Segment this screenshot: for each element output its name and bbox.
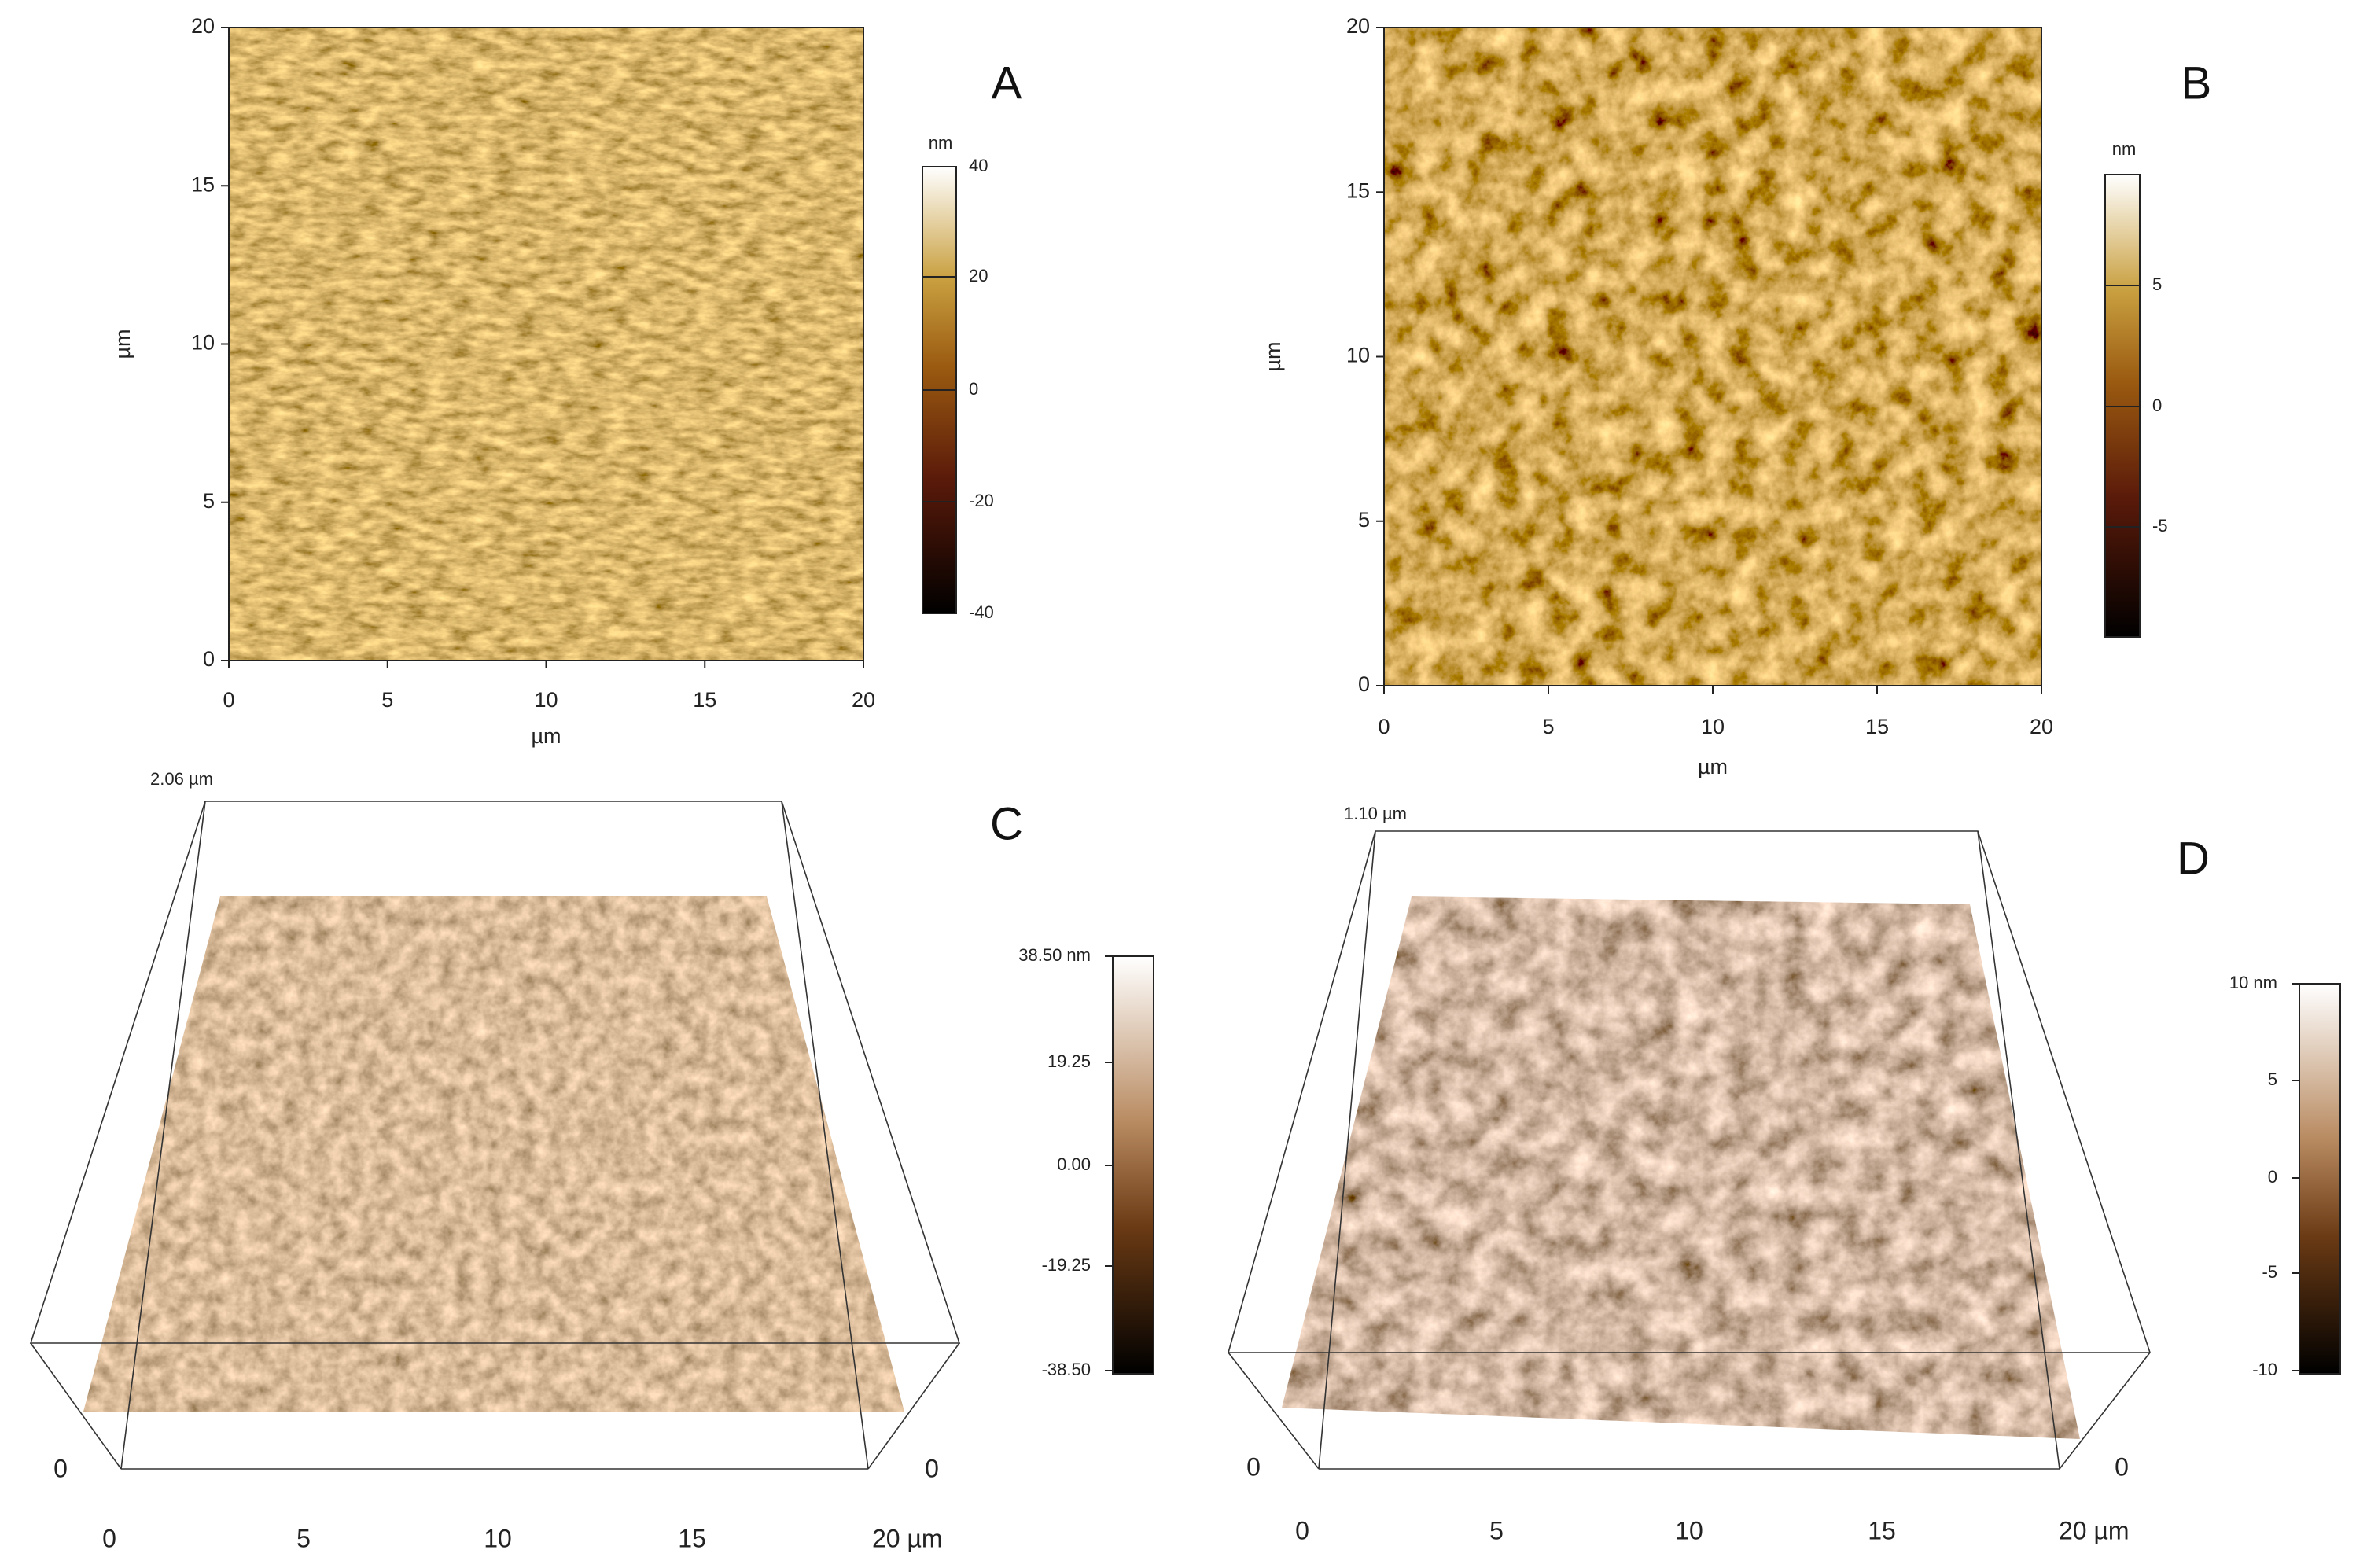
- colorbar-tick-label: -5: [2152, 516, 2168, 536]
- y-tick-label: 15: [191, 172, 215, 196]
- colorbar-tick-label: 10 nm: [2229, 973, 2277, 992]
- colorbar-tick-label: 5: [2152, 274, 2162, 294]
- x-tick-label: 20: [2030, 715, 2053, 738]
- colorbar-tick-label: -10: [2252, 1360, 2277, 1379]
- colorbar-tick-label: 40: [969, 156, 988, 175]
- colorbar-tick-label: -5: [2262, 1262, 2277, 1282]
- panel-letter: C: [990, 798, 1023, 849]
- x-tick-label: 0: [223, 688, 234, 712]
- z-max-label: 2.06 µm: [150, 769, 213, 789]
- colorbar-tick-label: -40: [969, 602, 994, 622]
- y-tick-label: 10: [1346, 344, 1370, 367]
- x-tick-label: 10: [1701, 715, 1725, 738]
- colorbar-tick-label: 38.50 nm: [1018, 945, 1091, 965]
- afm-surface-d: [1282, 896, 2080, 1439]
- x-tick-label: 15: [678, 1524, 706, 1552]
- y-tick-label: 0: [203, 647, 215, 671]
- afm-image-b: [1384, 28, 2041, 686]
- y-tick-label: 15: [1346, 179, 1370, 202]
- y-tick-label: 5: [203, 489, 215, 513]
- colorbar-tick-label: 5: [2268, 1069, 2277, 1089]
- x-tick-label: 10: [534, 688, 558, 712]
- x-tick-label: 5: [1542, 715, 1554, 738]
- x-tick-label: 5: [1489, 1516, 1504, 1544]
- colorbar-tick-label: 19.25: [1047, 1051, 1091, 1071]
- x-tick-label: 20 µm: [872, 1524, 943, 1552]
- panel-letter: B: [2181, 57, 2212, 109]
- z-max-label: 1.10 µm: [1344, 804, 1407, 823]
- colorbar-unit: nm: [929, 133, 953, 153]
- x-tick-label: 5: [296, 1524, 311, 1552]
- corner-label: 0: [2115, 1452, 2129, 1481]
- corner-label: 0: [925, 1454, 939, 1482]
- y-tick-label: 20: [1346, 14, 1370, 38]
- box-c: [29, 801, 961, 1470]
- colorbar-tick-label: 0: [2268, 1167, 2277, 1187]
- x-tick-label: 15: [1865, 715, 1889, 738]
- afm-surface-c: [83, 896, 904, 1412]
- colorbar-c: [1112, 955, 1154, 1375]
- panel-letter: A: [992, 57, 1022, 109]
- x-tick-label: 5: [381, 688, 393, 712]
- colorbar-tick-label: 20: [969, 266, 988, 285]
- panel-letter: D: [2177, 833, 2210, 884]
- corner-label: 0: [53, 1454, 68, 1482]
- colorbar-tick-label: 0.00: [1057, 1154, 1091, 1174]
- x-axis-label: µm: [1698, 755, 1728, 778]
- box-d: [1227, 830, 2152, 1470]
- y-axis-label: µm: [111, 329, 134, 359]
- x-tick-label: 0: [1295, 1516, 1309, 1544]
- x-tick-label: 10: [1675, 1516, 1703, 1544]
- colorbar-unit: nm: [2112, 139, 2137, 159]
- corner-label: 0: [1246, 1452, 1261, 1481]
- y-tick-label: 5: [1358, 508, 1370, 532]
- x-tick-label: 0: [102, 1524, 116, 1552]
- colorbar-tick-label: 0: [2152, 396, 2162, 415]
- colorbar-tick-label: -20: [969, 491, 994, 510]
- colorbar-tick-label: -38.50: [1042, 1360, 1091, 1379]
- y-tick-label: 0: [1358, 672, 1370, 696]
- x-tick-label: 0: [1378, 715, 1390, 738]
- y-axis-label: µm: [1261, 341, 1285, 371]
- colorbar-tick-label: 0: [969, 379, 978, 399]
- x-tick-label: 20: [852, 688, 875, 712]
- colorbar-d: [2299, 983, 2341, 1375]
- colorbar-tick-label: -19.25: [1042, 1255, 1091, 1275]
- x-tick-label: 20 µm: [2059, 1516, 2130, 1544]
- x-tick-label: 15: [693, 688, 716, 712]
- x-tick-label: 10: [484, 1524, 512, 1552]
- x-axis-label: µm: [531, 724, 561, 748]
- x-tick-label: 15: [1868, 1516, 1896, 1544]
- afm-image-a: [229, 28, 863, 661]
- y-tick-label: 20: [191, 14, 215, 38]
- y-tick-label: 10: [191, 331, 215, 355]
